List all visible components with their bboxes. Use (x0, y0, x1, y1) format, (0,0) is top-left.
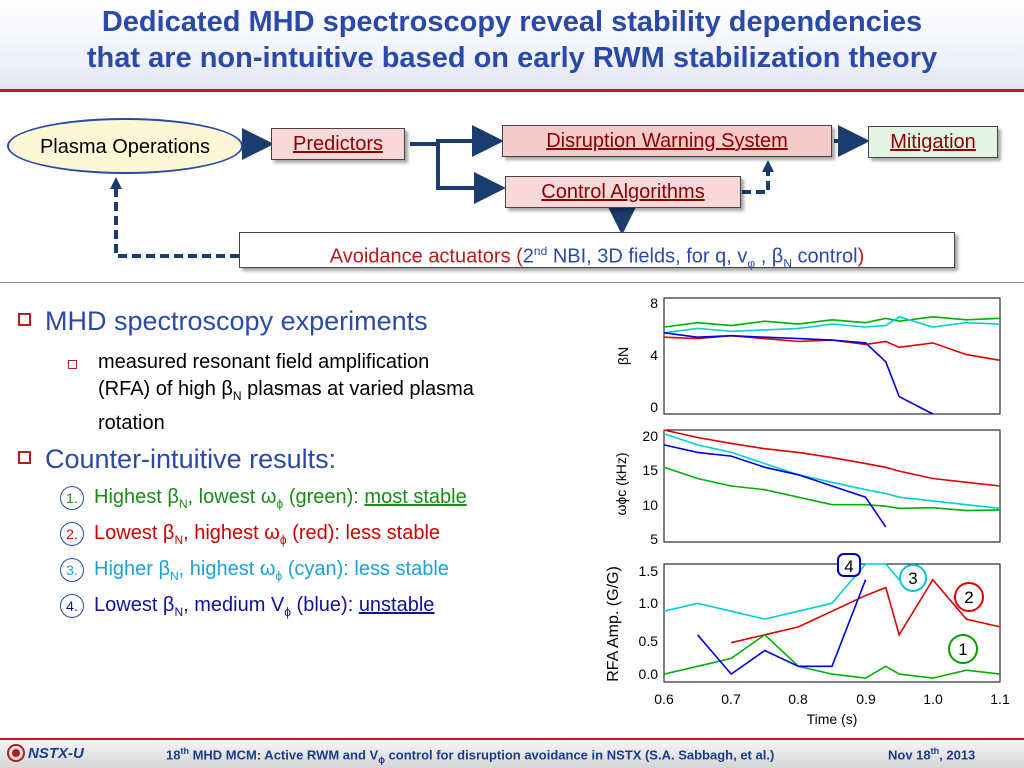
avoid-nd: nd (533, 244, 548, 258)
svg-text:4: 4 (844, 557, 853, 576)
series-line-panel2-1 (663, 429, 1001, 487)
avoid-prefix: Avoidance actuators ( (329, 245, 523, 268)
rfa-tick-label: 1.5 (639, 563, 659, 579)
disruption-warning-box[interactable]: Disruption Warning System (502, 125, 832, 157)
control-algorithms-link[interactable]: Control Algorithms (541, 181, 705, 203)
arrow-to-control (410, 142, 506, 204)
result-3: 3. Higher βN, highest ωϕ (cyan): less sta… (60, 558, 449, 583)
bullet-square-icon (18, 313, 31, 327)
mitigation-link[interactable]: Mitigation (890, 131, 976, 153)
series-line-panel3-2 (731, 578, 1001, 644)
rfa-line-1: measured resonant field amplification (98, 351, 430, 373)
plasma-operations-node: Plasma Operations (7, 118, 243, 174)
bullet-results: Counter-intuitive results: (18, 444, 336, 475)
avoid-beta: , β (755, 245, 784, 268)
svg-text:1: 1 (958, 640, 967, 659)
control-algorithms-box[interactable]: Control Algorithms (505, 176, 741, 208)
bullet-square-icon (18, 451, 31, 465)
avoid-control: control (792, 245, 858, 268)
result-number-badge: 2. (60, 522, 84, 546)
series-line-panel2-2 (663, 432, 1001, 510)
omega-tick-label: 5 (650, 531, 658, 547)
title-line-1: Dedicated MHD spectroscopy reveal stabil… (101, 6, 923, 38)
x-tick-label: 1.0 (923, 691, 943, 707)
series-line-panel3-4 (696, 579, 867, 676)
betan-tick-label: 0 (650, 399, 658, 415)
flow-connectors (110, 125, 870, 258)
nstx-logo-icon (7, 744, 25, 762)
x-tick-label: 1.1 (990, 691, 1010, 707)
svg-text:2: 2 (964, 588, 973, 607)
slide-footer: NSTX-U 18th MHD MCM: Active RWM and Vϕ c… (0, 738, 1024, 768)
result-number-badge: 3. (60, 558, 84, 582)
betan-tick-label: 4 (650, 347, 658, 363)
series-line-panel1-2 (663, 315, 1001, 334)
series-line-panel1-1 (663, 315, 1001, 328)
series-line-panel3-1 (663, 563, 900, 620)
series-line-panel3-3 (663, 633, 1001, 679)
omega-tick-label: 10 (642, 497, 658, 513)
avoid-phi: φ (747, 256, 756, 271)
slide-title: Dedicated MHD spectroscopy reveal stabil… (0, 0, 1024, 92)
x-tick-label: 0.8 (788, 691, 808, 707)
avoid-two: 2 (522, 245, 534, 268)
sub-bullet-square-icon (68, 360, 77, 369)
bullet-mhd: MHD spectroscopy experiments (18, 306, 428, 337)
panel-betan-ylabel: βN (615, 347, 631, 365)
dashed-control-to-dws (742, 170, 770, 194)
footer-logo-text: NSTX-U (28, 745, 84, 762)
disruption-warning-link[interactable]: Disruption Warning System (546, 130, 788, 152)
section-divider (0, 282, 1024, 283)
arrow-to-dws (436, 125, 504, 157)
title-line-2: that are non-intuitive based on early RW… (86, 42, 938, 74)
omega-tick-label: 20 (642, 428, 658, 444)
series-line-panel1-4 (663, 332, 934, 415)
avoid-mid: NBI, 3D fields, for q, v (547, 245, 748, 268)
avoidance-actuators-box: Avoidance actuators (2nd NBI, 3D fields,… (239, 232, 955, 271)
series-line-panel2-3 (663, 466, 1001, 512)
sub-bullet-rfa: measured resonant field amplification (R… (68, 349, 474, 437)
callout-2: 2 (954, 582, 984, 612)
callout-4: 4 (837, 553, 861, 577)
bullet-mhd-text: MHD spectroscopy experiments (45, 306, 428, 336)
panel-rfa-frame (663, 563, 1001, 683)
panel-omega-ylabel: ωϕc (kHz) (613, 452, 629, 515)
rfa-charts: βN ωϕc (kHz) RFA Amp. (G/G) 8 4 0 20 15 … (605, 295, 1010, 727)
rfa-tick-label: 0.5 (639, 633, 659, 649)
rfa-line-2: (RFA) of high βN plasmas at varied plasm… (98, 378, 474, 403)
panel-rfa-ylabel: RFA Amp. (G/G) (605, 566, 622, 682)
rfa-tick-label: 1.0 (639, 595, 659, 611)
dashed-avoid-to-ops (114, 186, 239, 258)
predictors-link[interactable]: Predictors (292, 133, 384, 155)
series-line-panel2-4 (663, 444, 887, 528)
callout-1: 1 (948, 634, 978, 664)
result-1: 1. Highest βN, lowest ωϕ (green): most st… (60, 486, 467, 511)
result-2: 2. Lowest βN, highest ωϕ (red): less stab… (60, 522, 440, 547)
result-4: 4. Lowest βN, medium Vϕ (blue): unstable (60, 594, 434, 619)
mitigation-box[interactable]: Mitigation (868, 126, 998, 158)
predictors-box[interactable]: Predictors (271, 128, 405, 160)
x-tick-label: 0.9 (856, 691, 876, 707)
callout-3: 3 (899, 564, 927, 592)
bullet-results-text: Counter-intuitive results: (45, 444, 337, 474)
betan-tick-label: 8 (650, 295, 658, 311)
rfa-line-3: rotation (98, 412, 165, 434)
x-tick-label: 0.6 (654, 691, 674, 707)
rfa-tick-label: 0.0 (639, 666, 659, 682)
avoid-close: ) (857, 245, 865, 268)
svg-text:3: 3 (908, 569, 917, 588)
panel-betan-frame (663, 297, 1001, 415)
x-tick-label: 0.7 (721, 691, 741, 707)
omega-tick-label: 15 (642, 462, 658, 478)
result-number-badge: 1. (60, 486, 84, 510)
footer-date: Nov 18th, 2013 (888, 746, 976, 763)
footer-citation: 18th MHD MCM: Active RWM and Vϕ control … (166, 746, 775, 765)
result-number-badge: 4. (60, 594, 84, 618)
x-axis-label: Time (s) (807, 711, 858, 727)
avoid-n: N (783, 256, 792, 271)
